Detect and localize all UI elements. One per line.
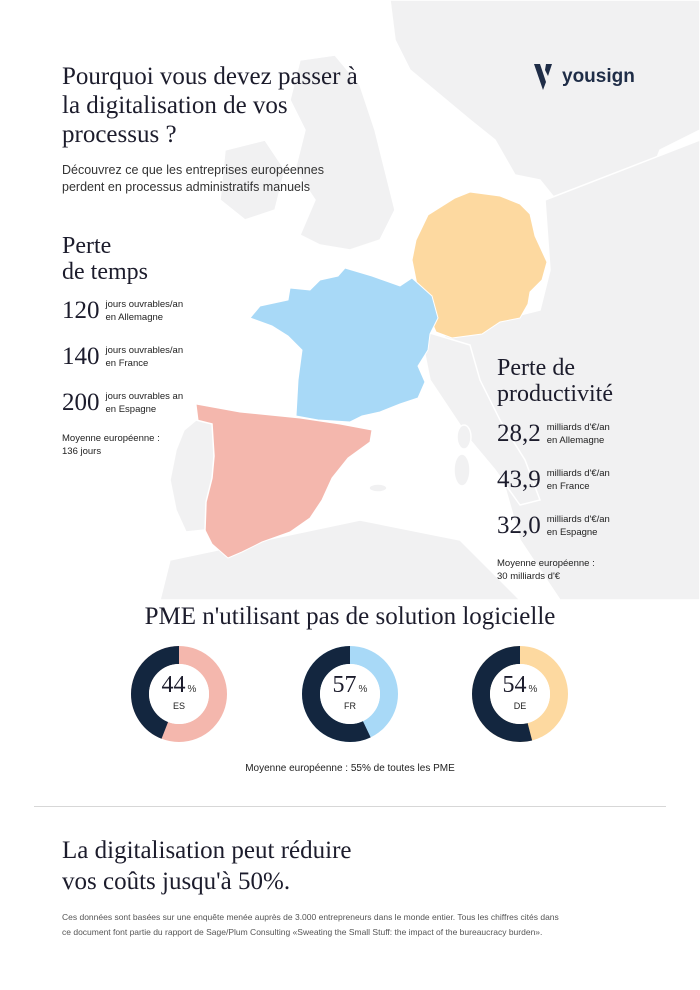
stat-value: 120 xyxy=(62,297,100,324)
britain-landmass xyxy=(289,54,396,251)
donut-hole xyxy=(320,664,380,724)
donut-es: 44% ES xyxy=(131,646,227,742)
stat-value: 32,0 xyxy=(497,512,541,539)
productivity-loss-heading: Perte de productivité xyxy=(497,355,613,407)
pme-average: Moyenne européenne : 55% de toutes les P… xyxy=(245,763,455,774)
donut-value: 54 xyxy=(502,672,527,698)
ireland-landmass xyxy=(219,139,286,221)
donut-country: FR xyxy=(344,701,356,711)
brand-name: yousign xyxy=(562,66,635,87)
stat-value: 140 xyxy=(62,343,100,370)
map-portugal xyxy=(169,419,215,533)
pme-heading: PME n'utilisant pas de solution logiciel… xyxy=(144,603,556,630)
stat-value: 200 xyxy=(62,389,100,416)
page-subtitle: Découvrez ce que les entreprises europée… xyxy=(62,163,324,194)
footnote: Ces données sont basées sur une enquête … xyxy=(62,912,559,937)
productivity-loss-stat: 28,2 milliards d'€/an en Allemagne xyxy=(497,420,610,447)
donut-country: ES xyxy=(172,701,185,711)
donut-value-segment xyxy=(131,646,227,742)
stat-value: 28,2 xyxy=(497,420,541,447)
page-title: Pourquoi vous devez passer à la digitali… xyxy=(62,63,358,148)
brand-logo: yousign xyxy=(532,62,635,92)
donut-hole xyxy=(149,664,209,724)
corsica-island xyxy=(456,424,472,450)
yousign-logo-icon xyxy=(534,64,552,90)
stat-value: 43,9 xyxy=(497,466,541,493)
italy-landmass xyxy=(419,328,541,506)
productivity-loss-stat: 43,9 milliards d'€/an en France xyxy=(497,466,610,493)
productivity-loss-average: Moyenne européenne : 30 milliards d'€ xyxy=(497,558,595,582)
time-loss-heading: Perte de temps xyxy=(62,233,148,285)
time-loss-stat: 120 jours ouvrables/an en Allemagne xyxy=(62,297,184,324)
scandinavia-landmass xyxy=(389,0,700,216)
donut-country: DE xyxy=(513,701,527,711)
map-land xyxy=(159,0,700,600)
donut-hole xyxy=(490,664,550,724)
baleares-island xyxy=(368,483,388,493)
map-france xyxy=(249,267,439,423)
donut-de: 54% DE xyxy=(472,646,568,742)
sardinia-island xyxy=(453,453,471,487)
productivity-loss-stat: 32,0 milliards d'€/an en Espagne xyxy=(497,512,610,539)
donut-fr: 57% FR xyxy=(302,646,398,742)
north-africa-landmass xyxy=(159,519,522,600)
time-loss-stat: 140 jours ouvrables/an en France xyxy=(62,343,184,370)
donut-value-segment xyxy=(472,646,568,742)
time-loss-stat: 200 jours ouvrables an en Espagne xyxy=(62,389,184,416)
section-divider xyxy=(34,806,666,807)
time-loss-average: Moyenne européenne : 136 jours xyxy=(62,433,160,457)
europe-map xyxy=(159,0,700,600)
donut-value: 44 xyxy=(161,672,186,698)
donut-value-segment xyxy=(302,646,398,742)
closing-statement: La digitalisation peut réduire vos coûts… xyxy=(62,837,352,895)
donut-value: 57 xyxy=(332,672,357,698)
